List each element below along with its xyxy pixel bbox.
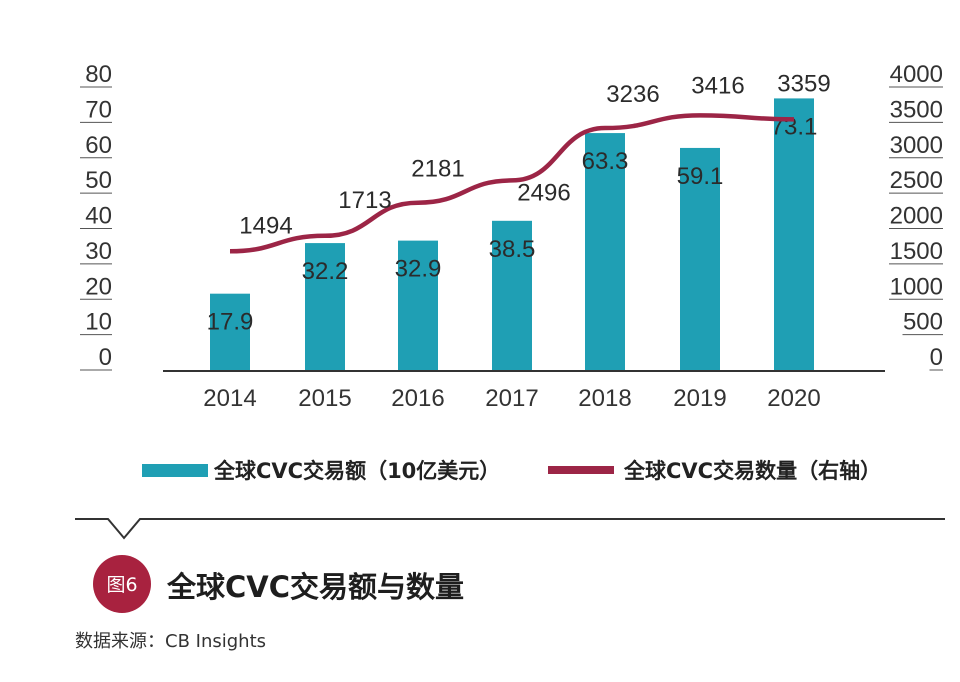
figure-badge-label: 图6 [106, 574, 137, 596]
x-axis-ticks: 2014 2015 2016 2017 2018 2019 2020 [203, 385, 820, 412]
bar-value-label: 32.2 [302, 258, 349, 285]
right-y-tick-label: 0 [930, 344, 943, 371]
bar-value-label: 17.9 [207, 309, 254, 336]
bar [492, 220, 532, 371]
bar [680, 147, 720, 371]
line-value-label: 2181 [411, 156, 464, 183]
line-value-label: 3236 [606, 81, 659, 108]
x-tick-label: 2020 [767, 385, 820, 412]
right-y-tick-label: 1500 [890, 238, 943, 265]
left-y-tick-label: 20 [85, 273, 112, 300]
line-series [229, 113, 795, 254]
line-data-labels: 1494 1713 2181 2496 3236 3416 3359 [239, 70, 830, 239]
left-y-axis: 80 70 60 50 40 30 20 10 0 [80, 61, 112, 371]
left-y-tick-label: 70 [85, 96, 112, 123]
line-value-label: 1494 [239, 212, 292, 239]
source-note: 数据来源：CB Insights [75, 631, 266, 652]
legend-line-swatch [548, 466, 614, 474]
bar-value-label: 59.1 [677, 163, 724, 190]
bar-value-label: 32.9 [395, 256, 442, 283]
legend: 全球CVC交易额（10亿美元） 全球CVC交易数量（右轴） [142, 459, 881, 483]
line-value-label: 3359 [777, 70, 830, 97]
left-y-tick-label: 80 [85, 61, 112, 88]
x-tick-label: 2014 [203, 385, 256, 412]
bar [585, 133, 625, 371]
x-tick-label: 2016 [391, 385, 444, 412]
legend-line-label: 全球CVC交易数量（右轴） [623, 459, 881, 483]
line-value-label: 3416 [691, 72, 744, 99]
right-y-tick-label: 500 [903, 309, 943, 336]
x-tick-label: 2018 [578, 385, 631, 412]
right-y-tick-label: 2500 [890, 167, 943, 194]
right-y-tick-label: 3500 [890, 96, 943, 123]
line-value-label: 1713 [338, 187, 391, 214]
bar [305, 243, 345, 371]
bar-series [210, 98, 814, 371]
left-y-tick-label: 0 [99, 344, 112, 371]
x-tick-label: 2015 [298, 385, 351, 412]
left-y-tick-label: 10 [85, 309, 112, 336]
x-tick-label: 2017 [485, 385, 538, 412]
figure-badge [93, 555, 151, 613]
bar-value-label: 63.3 [582, 148, 629, 175]
bar [774, 98, 814, 371]
right-y-tick-label: 2000 [890, 203, 943, 230]
legend-bar-swatch [142, 464, 208, 477]
left-y-tick-label: 60 [85, 132, 112, 159]
line-value-label: 2496 [517, 179, 570, 206]
right-y-axis: 4000 3500 3000 2500 2000 1500 1000 500 0 [889, 61, 943, 371]
left-y-tick-label: 40 [85, 203, 112, 230]
right-y-tick-label: 3000 [890, 132, 943, 159]
bar-data-labels: 17.932.2 32.938.563.359.173.1 [207, 113, 818, 335]
x-tick-label: 2019 [673, 385, 726, 412]
legend-bar-label: 全球CVC交易额（10亿美元） [213, 459, 500, 483]
right-y-tick-label: 4000 [890, 61, 943, 88]
bar-value-label: 38.5 [489, 236, 536, 263]
left-y-tick-label: 50 [85, 167, 112, 194]
bar [210, 293, 250, 371]
left-y-tick-label: 30 [85, 238, 112, 265]
bar [398, 240, 438, 371]
right-y-tick-label: 1000 [890, 273, 943, 300]
figure-title: 全球CVC交易额与数量 [166, 570, 464, 604]
divider-line [75, 518, 945, 540]
